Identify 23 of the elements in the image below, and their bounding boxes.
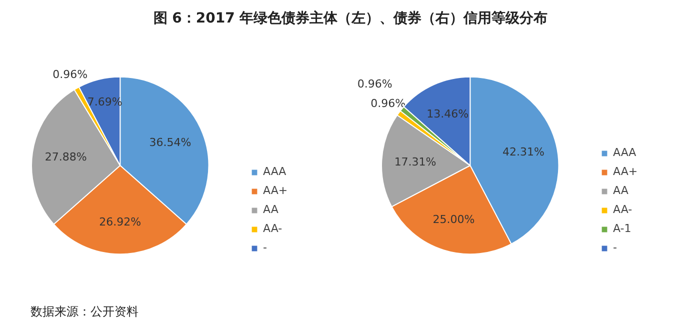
legend-label: AAA [263, 165, 286, 178]
data-label: 25.00% [432, 212, 475, 226]
text: 图 6：2017 年绿色债券主体（左）、债券（右）信用等级分布 [153, 10, 548, 26]
data-label: 26.92% [99, 215, 142, 228]
data-label: 36.54% [149, 136, 192, 149]
legend-label: - [613, 241, 618, 254]
source-note: 数据来源：公开资料 [30, 304, 138, 318]
data-label: 17.31% [394, 156, 436, 169]
legend-label: AA- [263, 222, 283, 235]
data-label: 0.96% [357, 78, 392, 91]
legend-label: AA+ [263, 184, 288, 197]
data-label: 42.31% [502, 146, 544, 159]
data-label: 27.88% [44, 150, 87, 164]
legend-label: AA+ [613, 165, 638, 178]
data-label: 0.96% [370, 97, 406, 110]
legend-label: - [263, 241, 268, 254]
legend-label: AA- [613, 203, 633, 216]
legend-label: AA [263, 203, 280, 216]
legend-label: AAA [613, 146, 636, 159]
data-label: 0.96% [52, 68, 88, 81]
legend-label: A-1 [613, 222, 632, 235]
data-label: 13.46% [426, 108, 469, 121]
legend-label: AA [613, 184, 630, 197]
